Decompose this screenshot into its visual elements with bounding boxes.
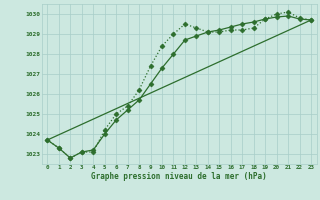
X-axis label: Graphe pression niveau de la mer (hPa): Graphe pression niveau de la mer (hPa)	[91, 172, 267, 181]
